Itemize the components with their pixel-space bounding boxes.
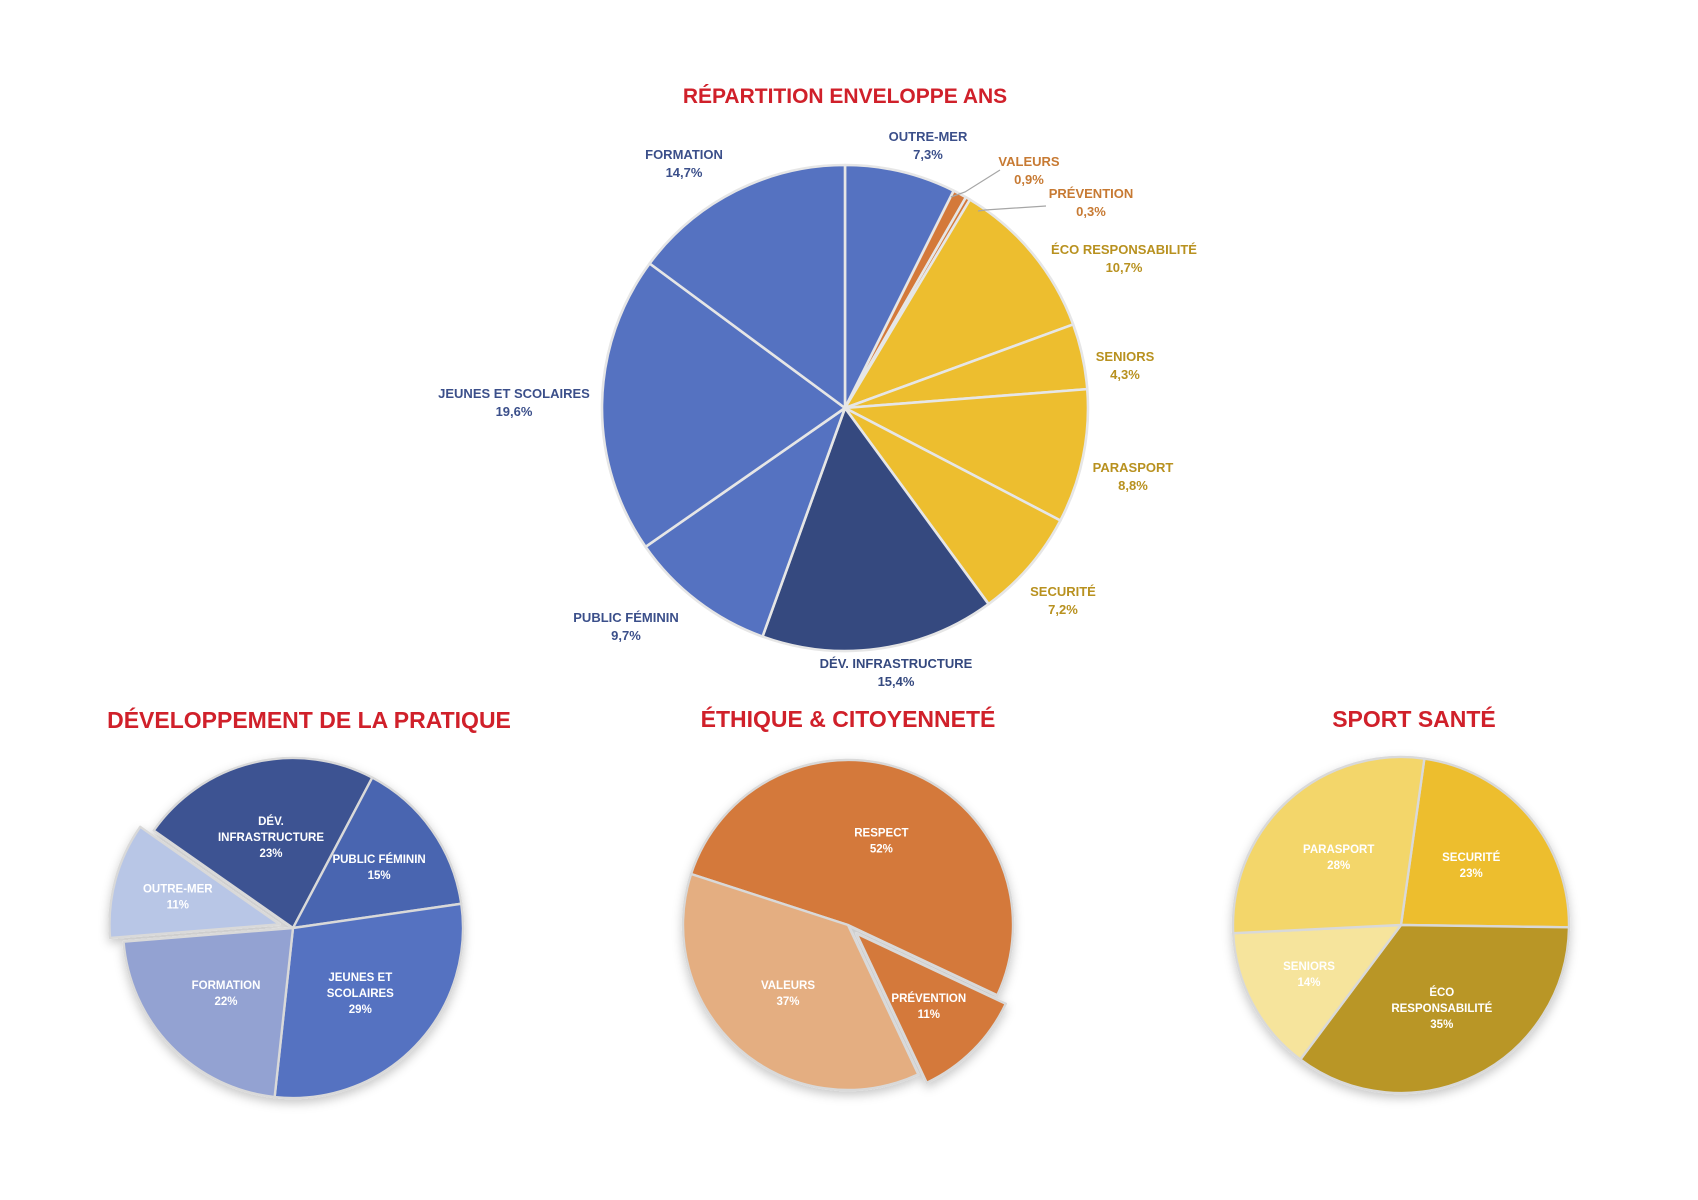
pie-slice-prevention bbox=[855, 932, 1007, 1084]
slice-label-seniors: SENIORS 4,3% bbox=[1096, 349, 1155, 382]
pie-slice-valeurs bbox=[681, 872, 920, 1092]
slice-label-securite: SECURITÉ 7,2% bbox=[1030, 584, 1096, 617]
slice-label-parasport: PARASPORT 8,8% bbox=[1093, 460, 1174, 493]
pie-slice-respect bbox=[689, 758, 1015, 997]
pie-slice-jeunes-et-scolaires bbox=[273, 902, 465, 1100]
slice-label-public-feminin: PUBLIC FÉMININ 9,7% bbox=[573, 610, 678, 643]
pie-slice-parasport bbox=[843, 387, 1090, 522]
pie-slice-seniors bbox=[1232, 923, 1403, 1061]
leader-line bbox=[950, 169, 1001, 198]
chart-title: ÉTHIQUE & CITOYENNETÉ bbox=[701, 705, 996, 732]
slice-label-public-feminin: PUBLIC FÉMININ 15% bbox=[332, 853, 425, 882]
slice-label-prevention: PRÉVENTION 11% bbox=[891, 992, 966, 1021]
slice-label-formation: FORMATION 14,7% bbox=[645, 147, 723, 180]
slice-label-formation: FORMATION 22% bbox=[192, 980, 261, 1008]
slice-label-eco-responsabilite: ÉCO RESPONSABILITÉ 10,7% bbox=[1051, 242, 1197, 275]
pie-slice-dev-infrastructure bbox=[761, 406, 990, 653]
slice-label-valeurs: VALEURS 0,9% bbox=[998, 154, 1059, 187]
slice-label-valeurs: VALEURS 37% bbox=[761, 980, 815, 1008]
chart-title: SPORT SANTÉ bbox=[1332, 705, 1496, 732]
pie-chart-repartition-enveloppe-ans: RÉPARTITION ENVELOPPE ANS OUTRE-MER 7,3% VA… bbox=[438, 85, 1197, 689]
pie-slice-formation bbox=[648, 163, 847, 410]
pie-slice-eco-responsabilite bbox=[1299, 923, 1571, 1095]
pie-chart-sport-sante: SPORT SANTÉ SECURITÉ 23% ÉCO RESPONSABILITÉ 3… bbox=[1231, 705, 1571, 1095]
pie-chart-ethique-citoyennete: ÉTHIQUE & CITOYENNETÉ RESPECT 52% PRÉVENTIO… bbox=[681, 705, 1015, 1092]
slice-label-prevention: PRÉVENTION 0,3% bbox=[1049, 186, 1134, 219]
slice-label-dev-infrastructure: DÉV. INFRASTRUCTURE 23% bbox=[218, 815, 324, 860]
slice-label-jeunes-et-scolaires: JEUNES ET SCOLAIRES 29% bbox=[327, 972, 394, 1016]
leader-line bbox=[977, 205, 1047, 212]
slice-label-jeunes-et-scolaires: JEUNES ET SCOLAIRES 19,6% bbox=[438, 386, 590, 419]
pie-slice-outre-mer bbox=[843, 163, 955, 410]
slice-label-eco-responsabilite: ÉCO RESPONSABILITÉ 35% bbox=[1391, 986, 1492, 1031]
slice-label-respect: RESPECT 52% bbox=[854, 828, 908, 856]
pie-slice-securite bbox=[1399, 757, 1571, 929]
pie-slice-jeunes-et-scolaires bbox=[600, 262, 847, 549]
pie-chart-developpement-de-la-pratique: DÉVELOPPEMENT DE LA PRATIQUE DÉV. INFRASTR… bbox=[107, 706, 511, 1100]
slice-label-outre-mer: OUTRE-MER 11% bbox=[143, 884, 213, 912]
chart-title: RÉPARTITION ENVELOPPE ANS bbox=[683, 85, 1007, 108]
pie-slice-securite bbox=[843, 406, 1062, 606]
pie-slice-public-feminin bbox=[291, 776, 463, 930]
slice-label-dev-infrastructure: DÉV. INFRASTRUCTURE 15,4% bbox=[820, 656, 973, 689]
pie-slice-dev-infrastructure bbox=[152, 756, 374, 930]
pie-slice-outre-mer bbox=[108, 825, 281, 940]
pie-slice-formation bbox=[122, 926, 295, 1099]
chart-title: DÉVELOPPEMENT DE LA PRATIQUE bbox=[107, 706, 511, 733]
pie-slice-eco-responsabilite bbox=[843, 198, 1075, 410]
pie-slice-public-feminin bbox=[644, 406, 847, 638]
slice-label-outre-mer: OUTRE-MER 7,3% bbox=[889, 129, 968, 162]
slice-label-parasport: PARASPORT 28% bbox=[1303, 844, 1374, 872]
pie-slice-parasport bbox=[1231, 755, 1426, 935]
slice-label-securite: SECURITÉ 23% bbox=[1442, 851, 1500, 880]
slice-label-seniors: SENIORS 14% bbox=[1283, 961, 1335, 989]
